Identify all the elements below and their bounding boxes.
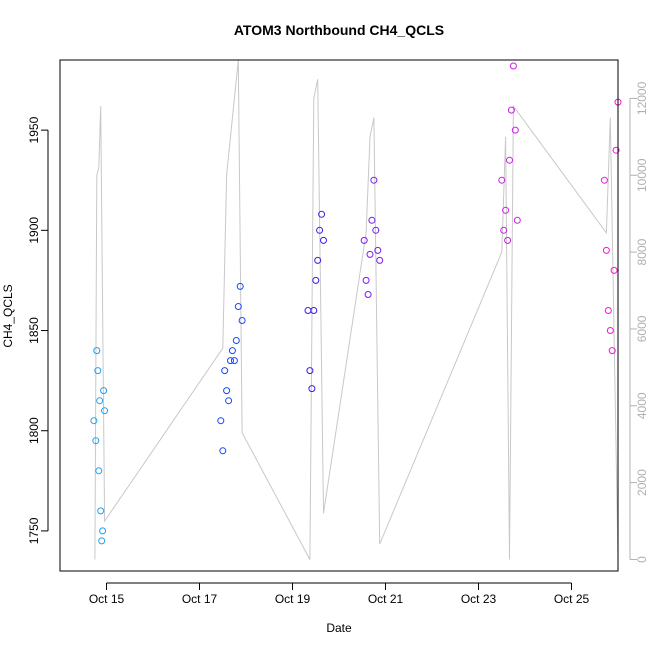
data-point	[227, 357, 234, 365]
data-point	[223, 387, 231, 395]
data-point	[364, 291, 372, 298]
data-point	[310, 307, 318, 314]
x-tick-label: Oct 15	[89, 592, 125, 606]
series-1	[90, 347, 109, 545]
x-tick-label: Oct 23	[461, 592, 497, 606]
data-point	[606, 327, 614, 334]
data-point	[612, 146, 620, 154]
data-point	[100, 387, 108, 395]
data-point	[600, 176, 608, 184]
y-tick-label-right: 10000	[635, 158, 649, 192]
data-point	[498, 176, 506, 184]
data-point	[610, 266, 618, 274]
x-tick-label: Oct 17	[182, 592, 218, 606]
data-point	[376, 256, 384, 264]
y-axis-left: 1750 1800 1850 1900 1950	[27, 116, 49, 544]
data-point	[602, 246, 610, 254]
data-point	[96, 397, 104, 405]
series-4	[360, 176, 384, 298]
data-point	[97, 507, 105, 515]
y-tick-label-left: 1800	[27, 417, 41, 444]
data-point	[304, 307, 312, 314]
data-point	[604, 307, 612, 314]
data-point	[608, 347, 616, 355]
plot-frame	[59, 59, 619, 572]
chart-title: ATOM3 Northbound CH4_QCLS	[234, 22, 444, 38]
y-tick-label-right: 2000	[635, 469, 649, 496]
data-point	[500, 226, 508, 234]
y-tick-label-left: 1750	[27, 517, 41, 544]
y-tick-label-left: 1950	[27, 116, 41, 143]
data-point	[374, 246, 382, 254]
data-point	[101, 407, 109, 415]
y-tick-label-left: 1850	[27, 317, 41, 344]
y-tick-label-left: 1900	[27, 217, 41, 244]
series-5	[498, 62, 521, 244]
data-point	[372, 226, 380, 234]
data-point	[230, 357, 238, 365]
y-axis-right: 0 2000 4000 6000 8000 10000 12000	[629, 81, 649, 563]
data-point	[98, 537, 106, 545]
data-point	[225, 397, 233, 405]
secondary-line	[94, 59, 619, 560]
data-point	[320, 236, 327, 244]
series-6	[600, 98, 622, 355]
series-3	[304, 210, 327, 393]
data-point	[99, 527, 107, 535]
secondary-line-series	[94, 59, 619, 560]
data-point	[509, 62, 517, 70]
data-point	[228, 347, 236, 355]
y-tick-label-right: 8000	[635, 238, 649, 265]
data-point	[507, 106, 515, 114]
data-point	[316, 226, 324, 234]
data-point	[92, 437, 100, 445]
data-point	[362, 276, 370, 284]
x-tick-label: Oct 25	[554, 592, 590, 606]
data-point	[90, 417, 98, 425]
data-point	[308, 385, 316, 393]
data-point	[314, 256, 322, 264]
data-point	[511, 126, 519, 134]
data-point	[232, 337, 240, 344]
data-point	[94, 367, 102, 375]
x-tick-label: Oct 21	[368, 592, 404, 606]
y-tick-label-right: 4000	[635, 392, 649, 419]
data-point	[219, 447, 227, 455]
y-tick-label-right: 6000	[635, 315, 649, 342]
data-point	[234, 303, 242, 310]
data-point	[312, 276, 320, 284]
data-point	[95, 467, 103, 475]
data-point	[504, 236, 512, 244]
data-point	[93, 347, 101, 355]
data-point	[513, 216, 521, 224]
data-point	[236, 282, 244, 290]
x-axis: Oct 15 Oct 17 Oct 19 Oct 21 Oct 23 Oct 25	[89, 582, 590, 606]
data-point	[360, 236, 368, 244]
data-point	[221, 367, 229, 375]
data-point	[366, 250, 374, 258]
data-points	[90, 62, 622, 545]
data-point	[306, 367, 314, 375]
x-tick-label: Oct 19	[275, 592, 311, 606]
data-point	[238, 317, 246, 324]
y-axis-label: CH4_QCLS	[1, 284, 15, 347]
y-tick-label-right: 0	[635, 556, 649, 563]
y-tick-label-right: 12000	[635, 81, 649, 115]
x-axis-label: Date	[326, 621, 352, 635]
data-point	[506, 156, 513, 164]
data-point	[502, 206, 510, 214]
data-point	[217, 417, 225, 425]
data-point	[318, 210, 326, 218]
data-point	[368, 216, 376, 224]
series-2	[217, 282, 246, 455]
data-point	[370, 176, 378, 184]
